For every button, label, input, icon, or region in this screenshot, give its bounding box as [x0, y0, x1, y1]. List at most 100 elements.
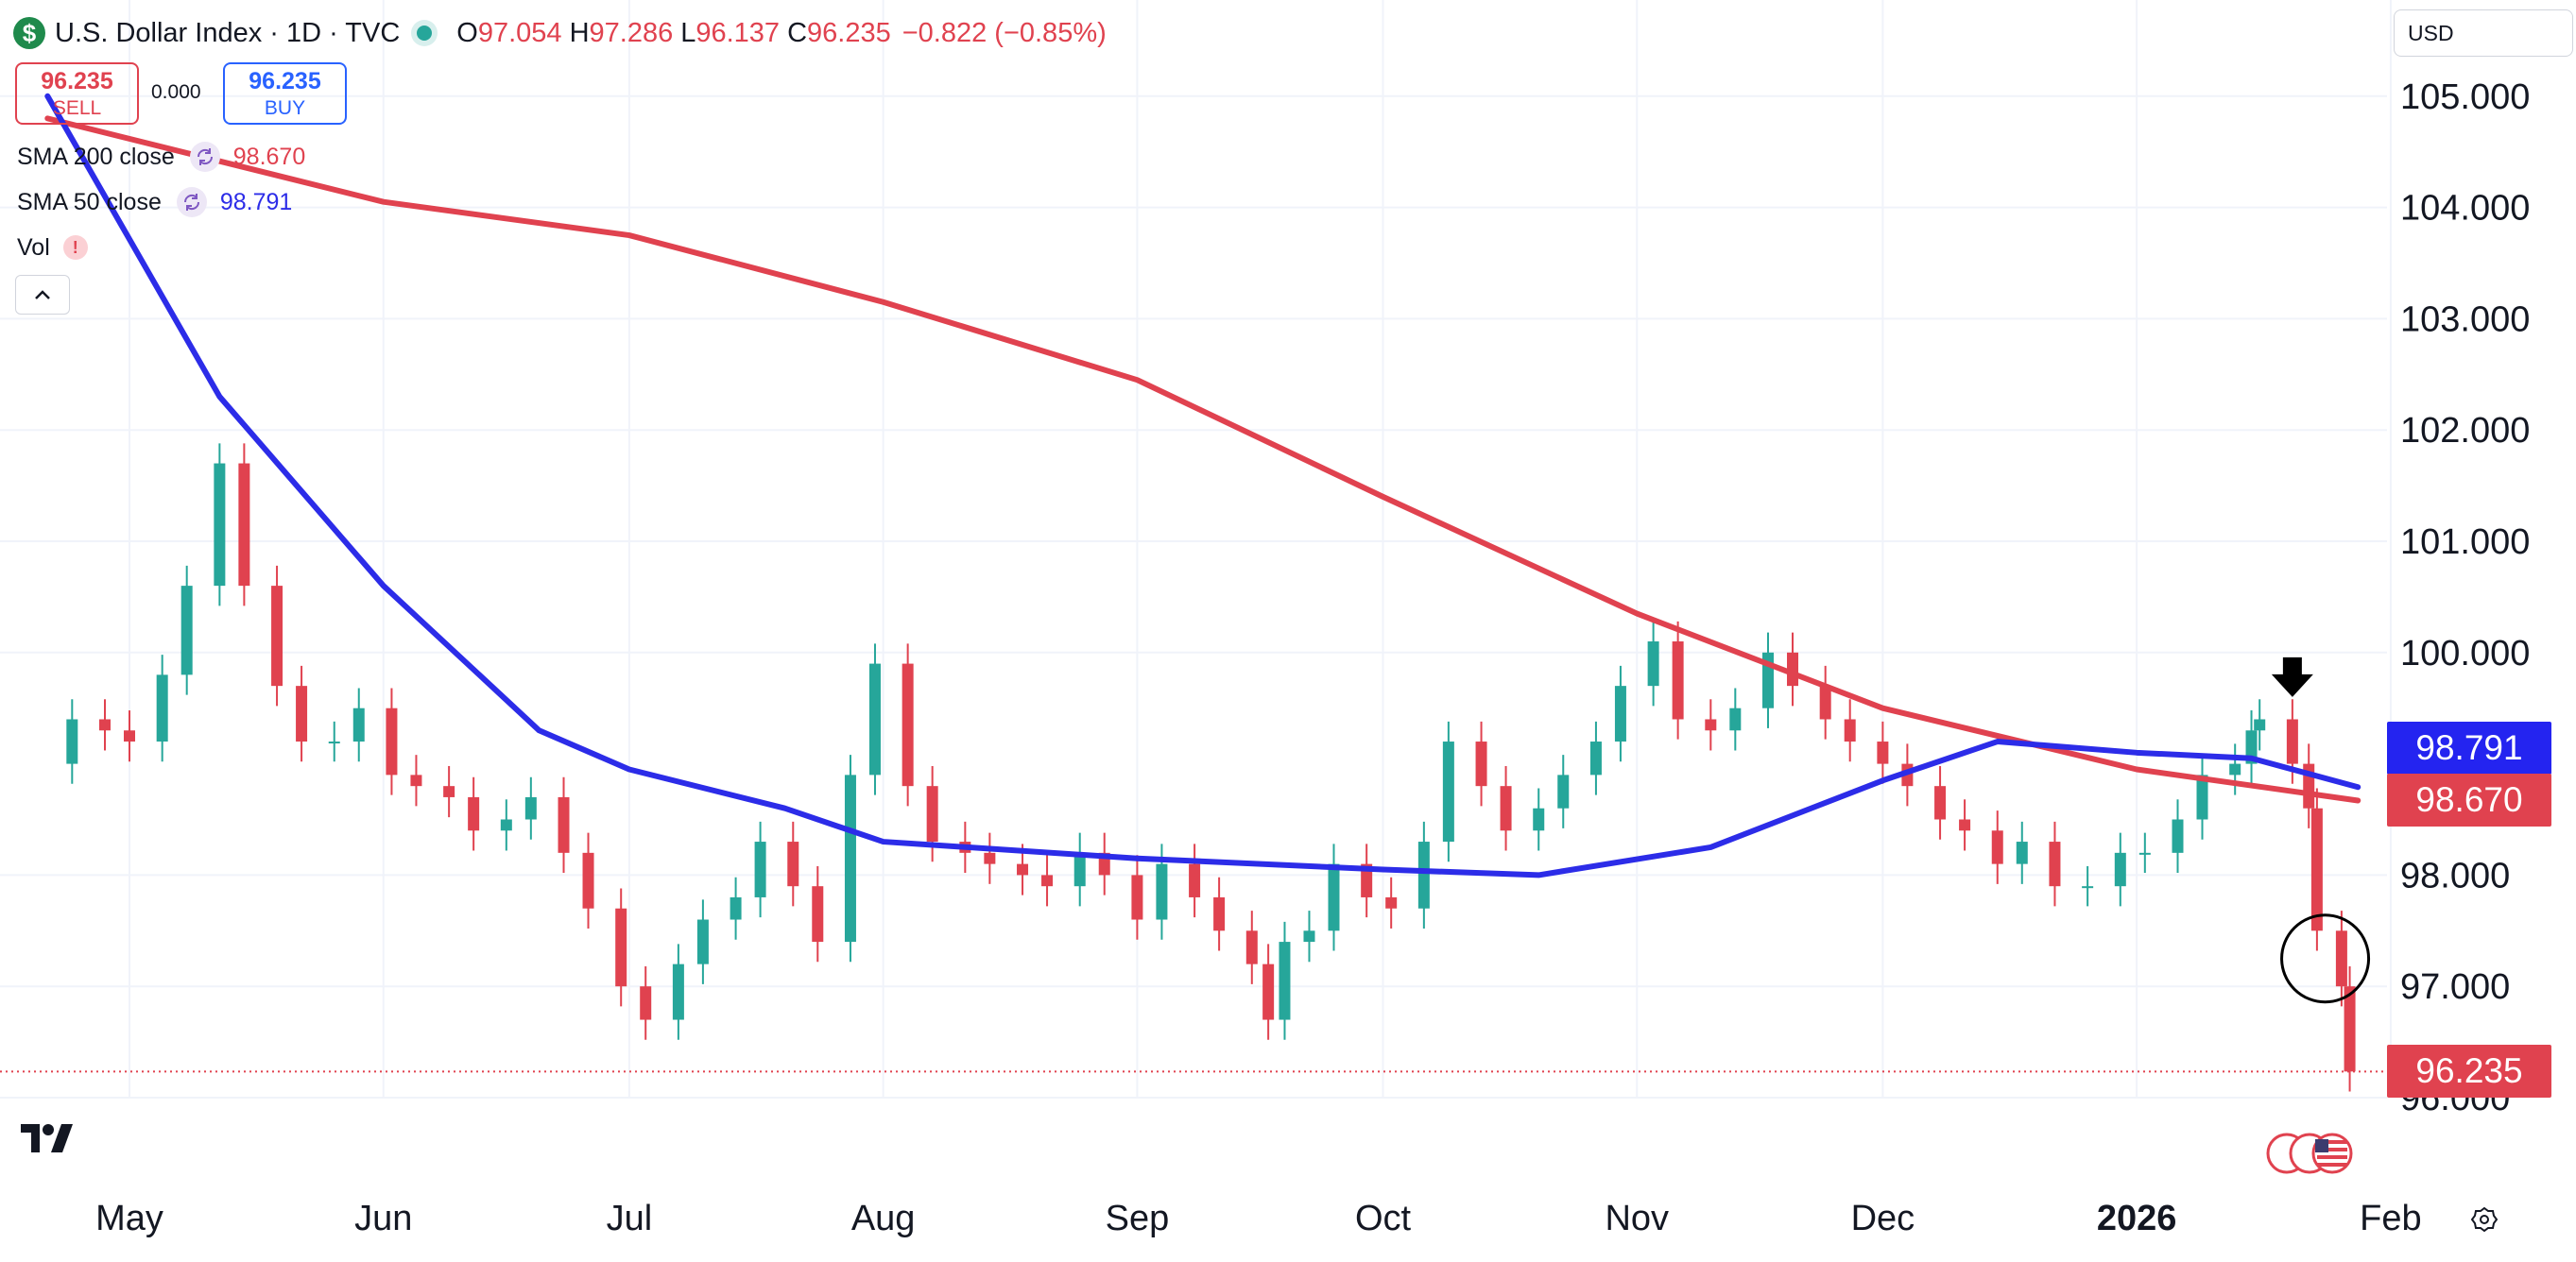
legend-sma200[interactable]: SMA 200 close 98.670	[17, 138, 305, 176]
sma200-line	[44, 115, 2361, 804]
sma50-label: SMA 50 close	[17, 188, 162, 215]
high-value: 97.286	[589, 17, 674, 48]
candle-body	[1705, 719, 1717, 731]
candle-body	[2114, 852, 2126, 887]
candle-body	[672, 964, 684, 1020]
open-label: O	[456, 17, 478, 48]
candle-body	[1262, 964, 1275, 1020]
candle-body	[812, 886, 824, 943]
tradingview-logo-icon[interactable]	[21, 1122, 81, 1154]
candle-body	[696, 919, 709, 964]
x-tick-label: 2026	[2097, 1199, 2177, 1238]
candle-body	[1991, 830, 2003, 864]
y-tick-label: 98.000	[2400, 856, 2510, 895]
change-value: −0.822 (−0.85%)	[902, 17, 1107, 48]
circle-annotation	[2280, 913, 2371, 1004]
y-tick-label: 100.000	[2400, 634, 2530, 674]
candle-body	[1844, 719, 1856, 742]
candle-body	[2229, 763, 2241, 776]
candle-body	[1442, 742, 1454, 843]
sma50-line	[44, 93, 2361, 878]
candle-body	[2196, 775, 2208, 820]
candle-body	[1131, 875, 1143, 920]
economic-events-flags-icon[interactable]	[2266, 1132, 2353, 1175]
candle-body	[868, 663, 881, 776]
close-value: 96.235	[807, 17, 891, 48]
candle-body	[2310, 808, 2323, 931]
candle-body	[156, 674, 168, 742]
legend-volume[interactable]: Vol !	[17, 229, 88, 266]
x-tick-label: Jul	[607, 1199, 653, 1238]
dollar-icon: $	[13, 17, 45, 49]
candle-body	[524, 796, 537, 820]
buy-label: BUY	[264, 96, 306, 119]
candle-body	[1934, 786, 1947, 820]
candle-body	[582, 852, 594, 909]
candle-body	[2335, 930, 2347, 987]
candle-body	[1959, 819, 1971, 831]
candle-body	[1500, 786, 1512, 831]
candle-body	[1073, 852, 1086, 887]
low-value: 96.137	[696, 17, 781, 48]
candle-body	[2286, 719, 2298, 764]
market-status-dot	[417, 26, 433, 41]
x-tick-label: Dec	[1851, 1199, 1915, 1238]
candle-body	[1156, 863, 1168, 920]
candle-body	[2016, 842, 2028, 864]
candle-body	[1672, 641, 1684, 720]
candle-body	[500, 819, 512, 831]
candles	[66, 443, 2356, 1092]
sma200-label: SMA 200 close	[17, 143, 175, 170]
candle-body	[98, 719, 111, 731]
x-tick-label: Feb	[2360, 1199, 2421, 1238]
symbol-title[interactable]: U.S. Dollar Index · 1D · TVC	[55, 17, 401, 48]
candle-body	[1647, 641, 1659, 687]
last-price-tag: 96.235	[2387, 1045, 2551, 1098]
candle-body	[66, 719, 78, 764]
candle-body	[1041, 875, 1054, 887]
candle-body	[615, 908, 627, 987]
candle-body	[1475, 742, 1487, 787]
buy-price: 96.235	[249, 67, 321, 94]
legend-sma50[interactable]: SMA 50 close 98.791	[17, 183, 292, 221]
spread-value: 0.000	[151, 81, 201, 103]
candle-body	[1213, 896, 1226, 931]
x-tick-label: Nov	[1605, 1199, 1669, 1238]
candle-body	[1245, 930, 1258, 964]
collapse-legend-button[interactable]	[15, 275, 70, 315]
sma200-price-tag: 98.670	[2387, 774, 2551, 827]
sell-label: SELL	[52, 96, 102, 119]
sell-button[interactable]: 96.235 SELL	[15, 62, 139, 125]
candle-body	[1877, 742, 1889, 764]
candle-body	[180, 586, 193, 675]
candle-body	[2082, 886, 2094, 889]
candle-body	[1361, 863, 1373, 897]
candle-body	[2172, 819, 2184, 853]
candle-body	[558, 796, 570, 853]
close-label: C	[787, 17, 808, 48]
candle-body	[2254, 719, 2266, 731]
candle-body	[926, 786, 938, 843]
sma200-value: 98.670	[232, 143, 306, 170]
candle-body	[1385, 896, 1398, 909]
candle-body	[984, 852, 996, 864]
currency-select[interactable]: USD	[2394, 9, 2573, 57]
open-value: 97.054	[477, 17, 562, 48]
x-tick-label: Jun	[354, 1199, 412, 1238]
y-tick-label: 102.000	[2400, 411, 2530, 451]
candle-body	[844, 775, 856, 943]
candle-body	[468, 796, 480, 831]
symbol-header[interactable]: $ U.S. Dollar Index · 1D · TVC O 97.054 H…	[13, 11, 1107, 55]
candle-body	[1017, 863, 1029, 876]
candle-body	[1819, 686, 1831, 720]
buy-button[interactable]: 96.235 BUY	[223, 62, 347, 125]
x-tick-label: May	[95, 1199, 163, 1238]
candle-body	[902, 663, 914, 787]
refresh-icon[interactable]	[189, 142, 220, 172]
warning-icon[interactable]: !	[62, 235, 88, 260]
y-tick-label: 97.000	[2400, 967, 2510, 1007]
settings-icon[interactable]	[2470, 1205, 2499, 1234]
refresh-icon[interactable]	[176, 187, 207, 217]
x-tick-label: Oct	[1355, 1199, 1412, 1238]
